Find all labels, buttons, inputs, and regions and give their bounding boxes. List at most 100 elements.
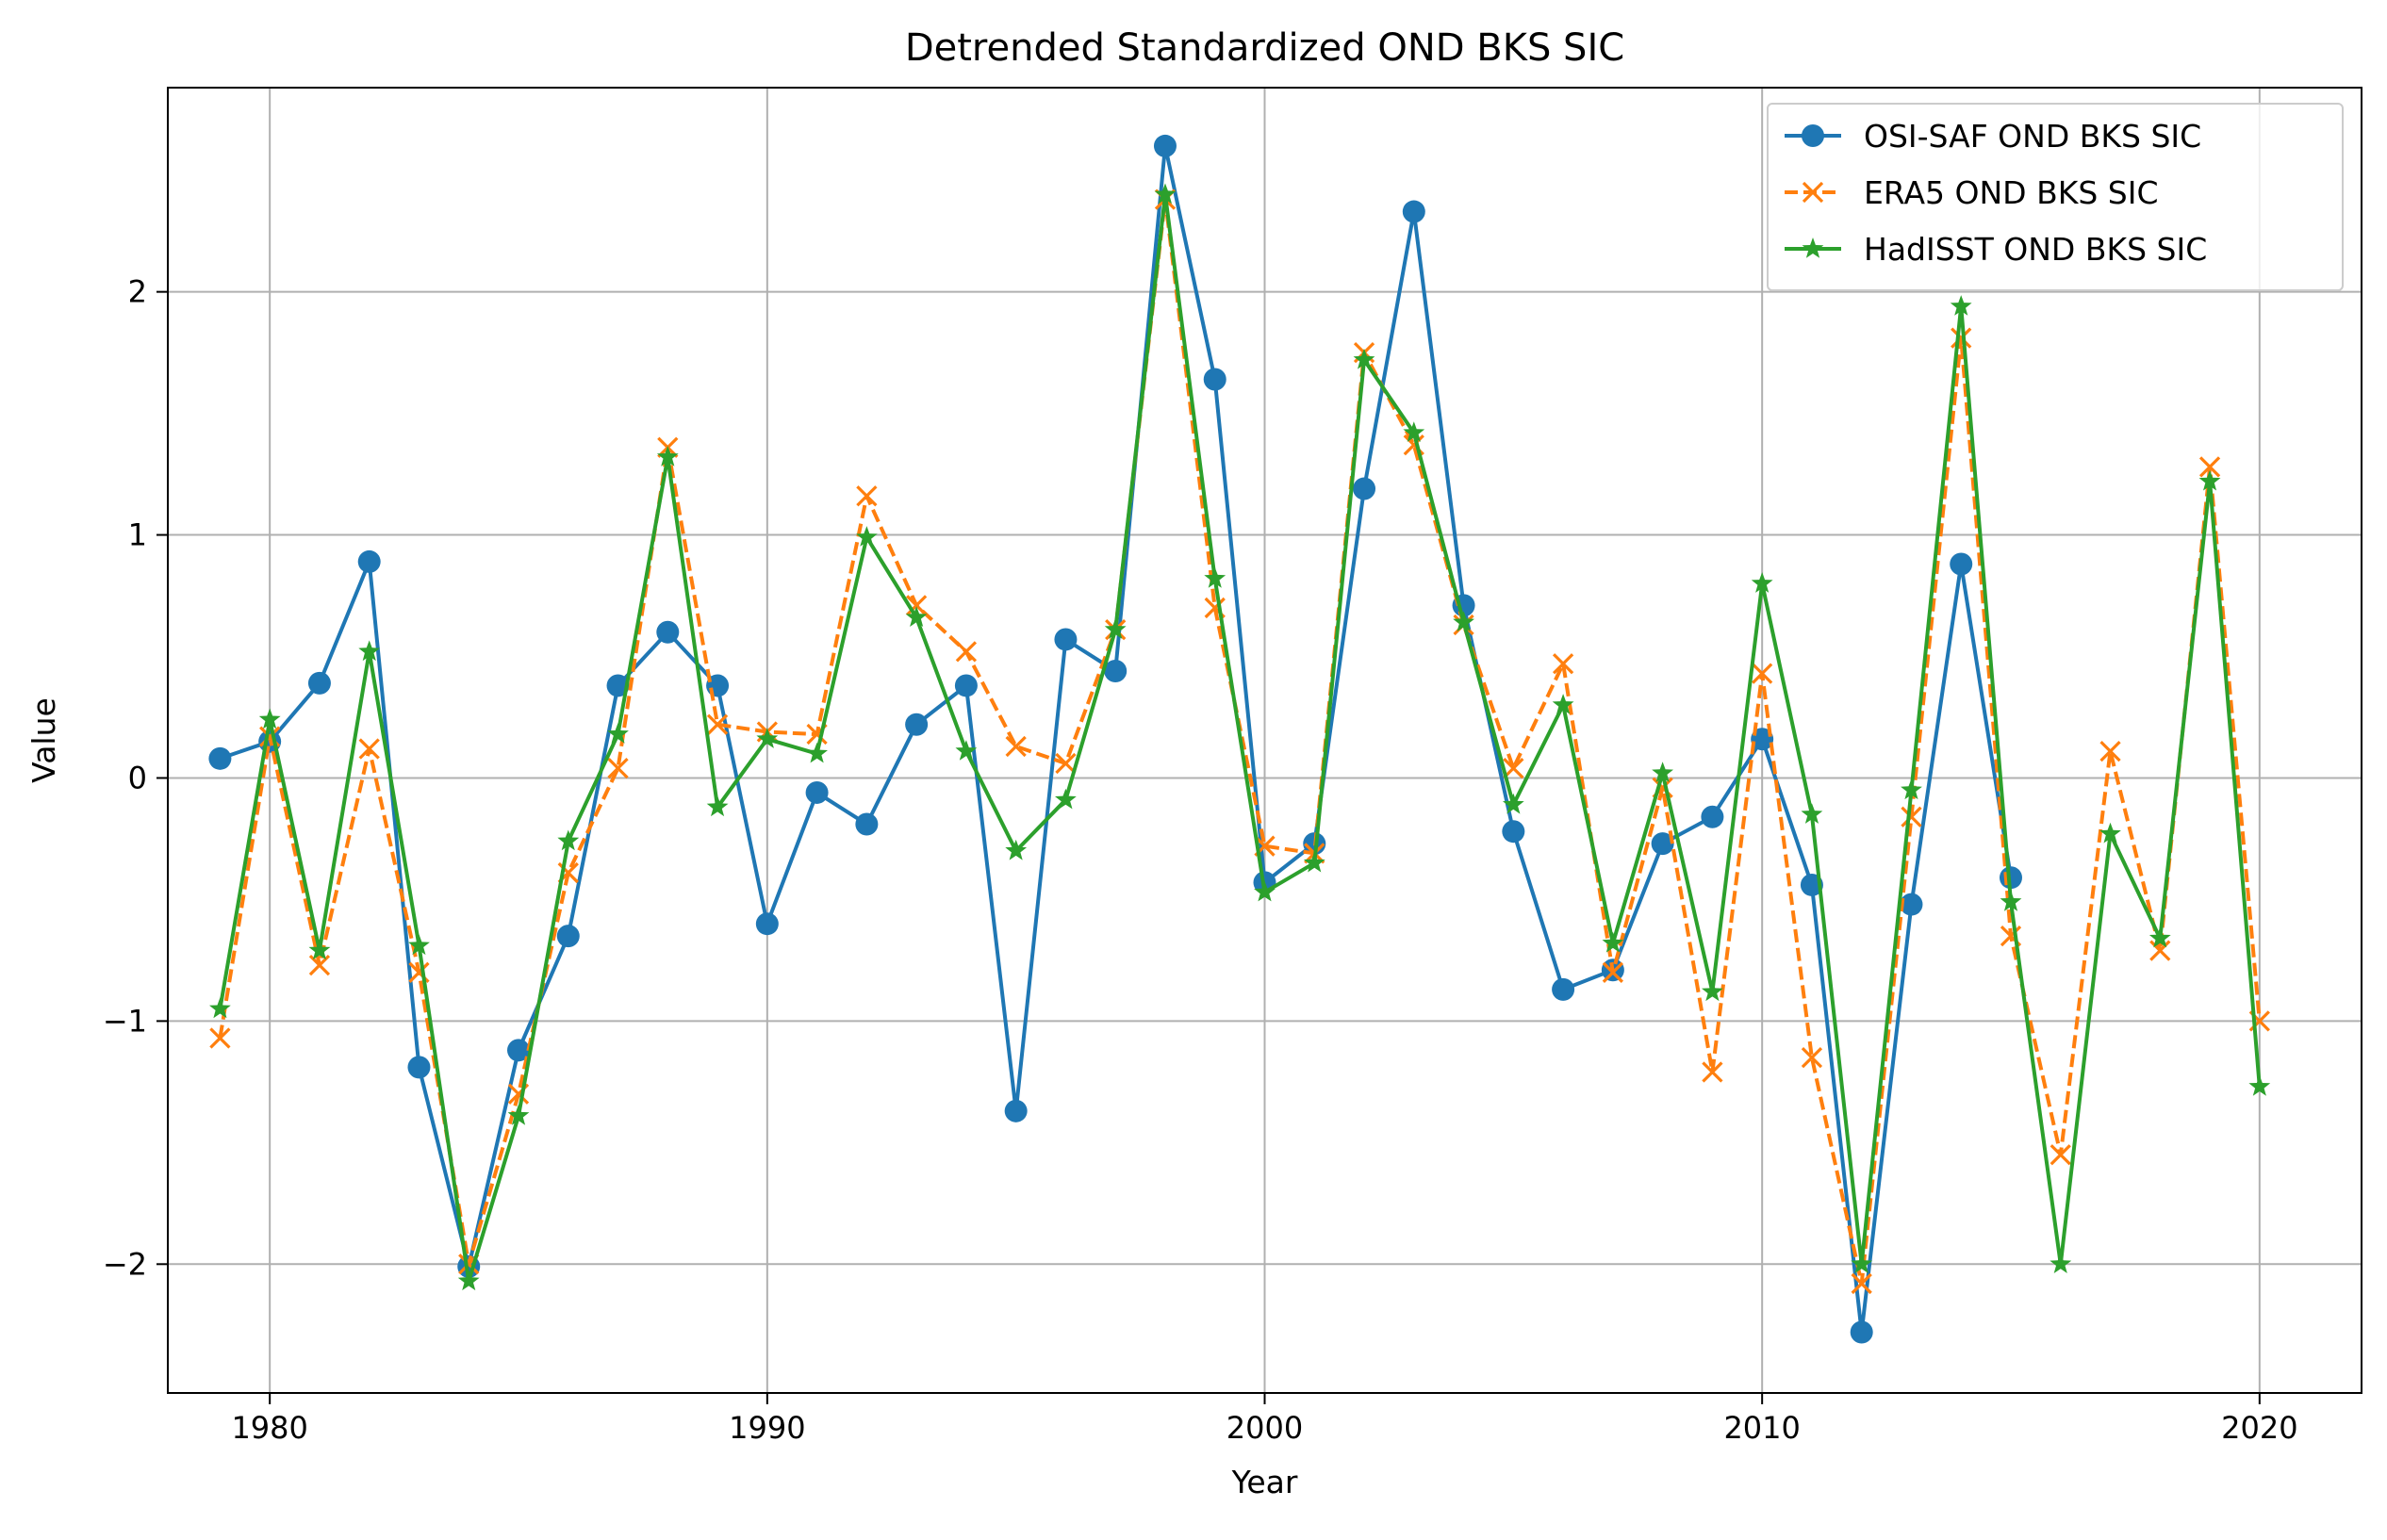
data-point <box>607 758 629 779</box>
data-point <box>507 1105 530 1125</box>
data-point-stroke <box>1552 653 1574 675</box>
data-point <box>209 1027 231 1049</box>
data-point <box>507 1039 531 1062</box>
data-point <box>1453 611 1474 632</box>
data-point <box>1552 977 1575 1001</box>
x-axis-label: Year <box>1231 1464 1298 1500</box>
data-point-stroke <box>1204 597 1226 619</box>
data-point <box>1901 778 1922 800</box>
data-point <box>1502 793 1524 814</box>
data-point-stroke <box>2099 740 2121 762</box>
data-point <box>407 1056 431 1079</box>
data-point <box>308 939 331 960</box>
data-point-stroke <box>1901 806 1922 827</box>
y-tick-label: 1 <box>128 517 147 553</box>
data-point <box>1802 124 1824 147</box>
data-point <box>209 997 231 1019</box>
data-point-stroke <box>1005 735 1027 758</box>
data-point <box>905 713 929 736</box>
data-point-stroke <box>955 641 978 663</box>
data-point <box>806 742 828 763</box>
data-point <box>2099 740 2121 762</box>
data-point <box>1005 839 1028 860</box>
data-point <box>1254 880 1276 902</box>
data-point <box>1353 348 1375 369</box>
data-point <box>1950 295 1972 316</box>
data-point <box>1851 1253 1873 1273</box>
x-tick-label: 2010 <box>1723 1410 1800 1446</box>
data-point <box>856 485 878 507</box>
legend-box <box>1767 103 2344 291</box>
data-point <box>2248 1075 2271 1096</box>
y-tick-label: 0 <box>128 760 147 795</box>
data-point <box>2000 891 2022 911</box>
data-point <box>1901 806 1922 827</box>
y-tick-label: −1 <box>103 1003 147 1039</box>
legend-entry: HadISST OND BKS SIC <box>1785 231 2207 268</box>
data-point <box>2099 822 2121 844</box>
data-point <box>1802 181 1824 204</box>
data-point <box>307 671 331 695</box>
data-point-stroke <box>1802 181 1824 204</box>
data-point <box>1403 421 1425 442</box>
legend-entry: OSI-SAF OND BKS SIC <box>1785 118 2201 155</box>
data-point <box>1104 618 1127 639</box>
data-point <box>1802 238 1824 258</box>
data-point <box>1951 327 1972 349</box>
data-point-stroke <box>607 758 629 779</box>
y-axis-label: Value <box>25 697 62 783</box>
data-point <box>2198 469 2221 491</box>
data-point <box>1702 1061 1723 1083</box>
data-point-stroke <box>1403 434 1424 456</box>
data-point <box>1503 758 1524 779</box>
data-point <box>1950 552 1973 576</box>
data-point <box>1850 1320 1873 1344</box>
data-point <box>1402 200 1425 223</box>
data-point <box>2149 940 2171 961</box>
data-point-stroke <box>706 713 729 735</box>
series-group <box>209 183 2271 1291</box>
data-point <box>1652 762 1673 782</box>
data-point <box>358 738 380 760</box>
data-point <box>1752 663 1773 684</box>
data-point <box>2050 1144 2071 1166</box>
data-point <box>1801 803 1823 824</box>
data-point <box>606 674 630 697</box>
data-point <box>258 708 281 729</box>
data-point <box>756 728 779 748</box>
data-point <box>1801 1046 1823 1069</box>
y-tick-label: −2 <box>103 1246 147 1282</box>
data-point <box>1851 1272 1872 1295</box>
data-point <box>1054 628 1078 651</box>
data-point <box>1004 1099 1028 1122</box>
data-point <box>1204 567 1226 588</box>
data-point-stroke <box>2149 940 2171 961</box>
data-point <box>855 812 879 836</box>
data-point <box>1552 694 1574 714</box>
data-point <box>656 620 680 644</box>
data-point <box>607 723 629 744</box>
legend-entry: ERA5 OND BKS SIC <box>1785 174 2159 211</box>
data-point <box>1353 477 1376 500</box>
data-point <box>905 606 928 627</box>
axis-ticks: 1980 1990 2000 2010 2020 −2 −1 0 1 2 <box>103 274 2298 1446</box>
data-point <box>1104 659 1128 682</box>
data-point <box>1602 961 1623 983</box>
data-point <box>358 640 381 662</box>
data-point-stroke <box>209 1027 231 1049</box>
series-line <box>218 192 2262 1284</box>
series-group <box>208 134 2022 1344</box>
data-point <box>805 780 829 804</box>
data-point <box>1701 805 1724 828</box>
data-point <box>1055 788 1077 810</box>
data-point <box>1303 851 1325 873</box>
data-point <box>457 1270 480 1291</box>
data-point <box>2198 456 2221 478</box>
data-point <box>1602 931 1624 953</box>
data-point <box>1502 820 1525 844</box>
data-point <box>955 641 978 663</box>
data-point <box>2148 926 2171 948</box>
data-point-stroke <box>1702 1061 1723 1083</box>
